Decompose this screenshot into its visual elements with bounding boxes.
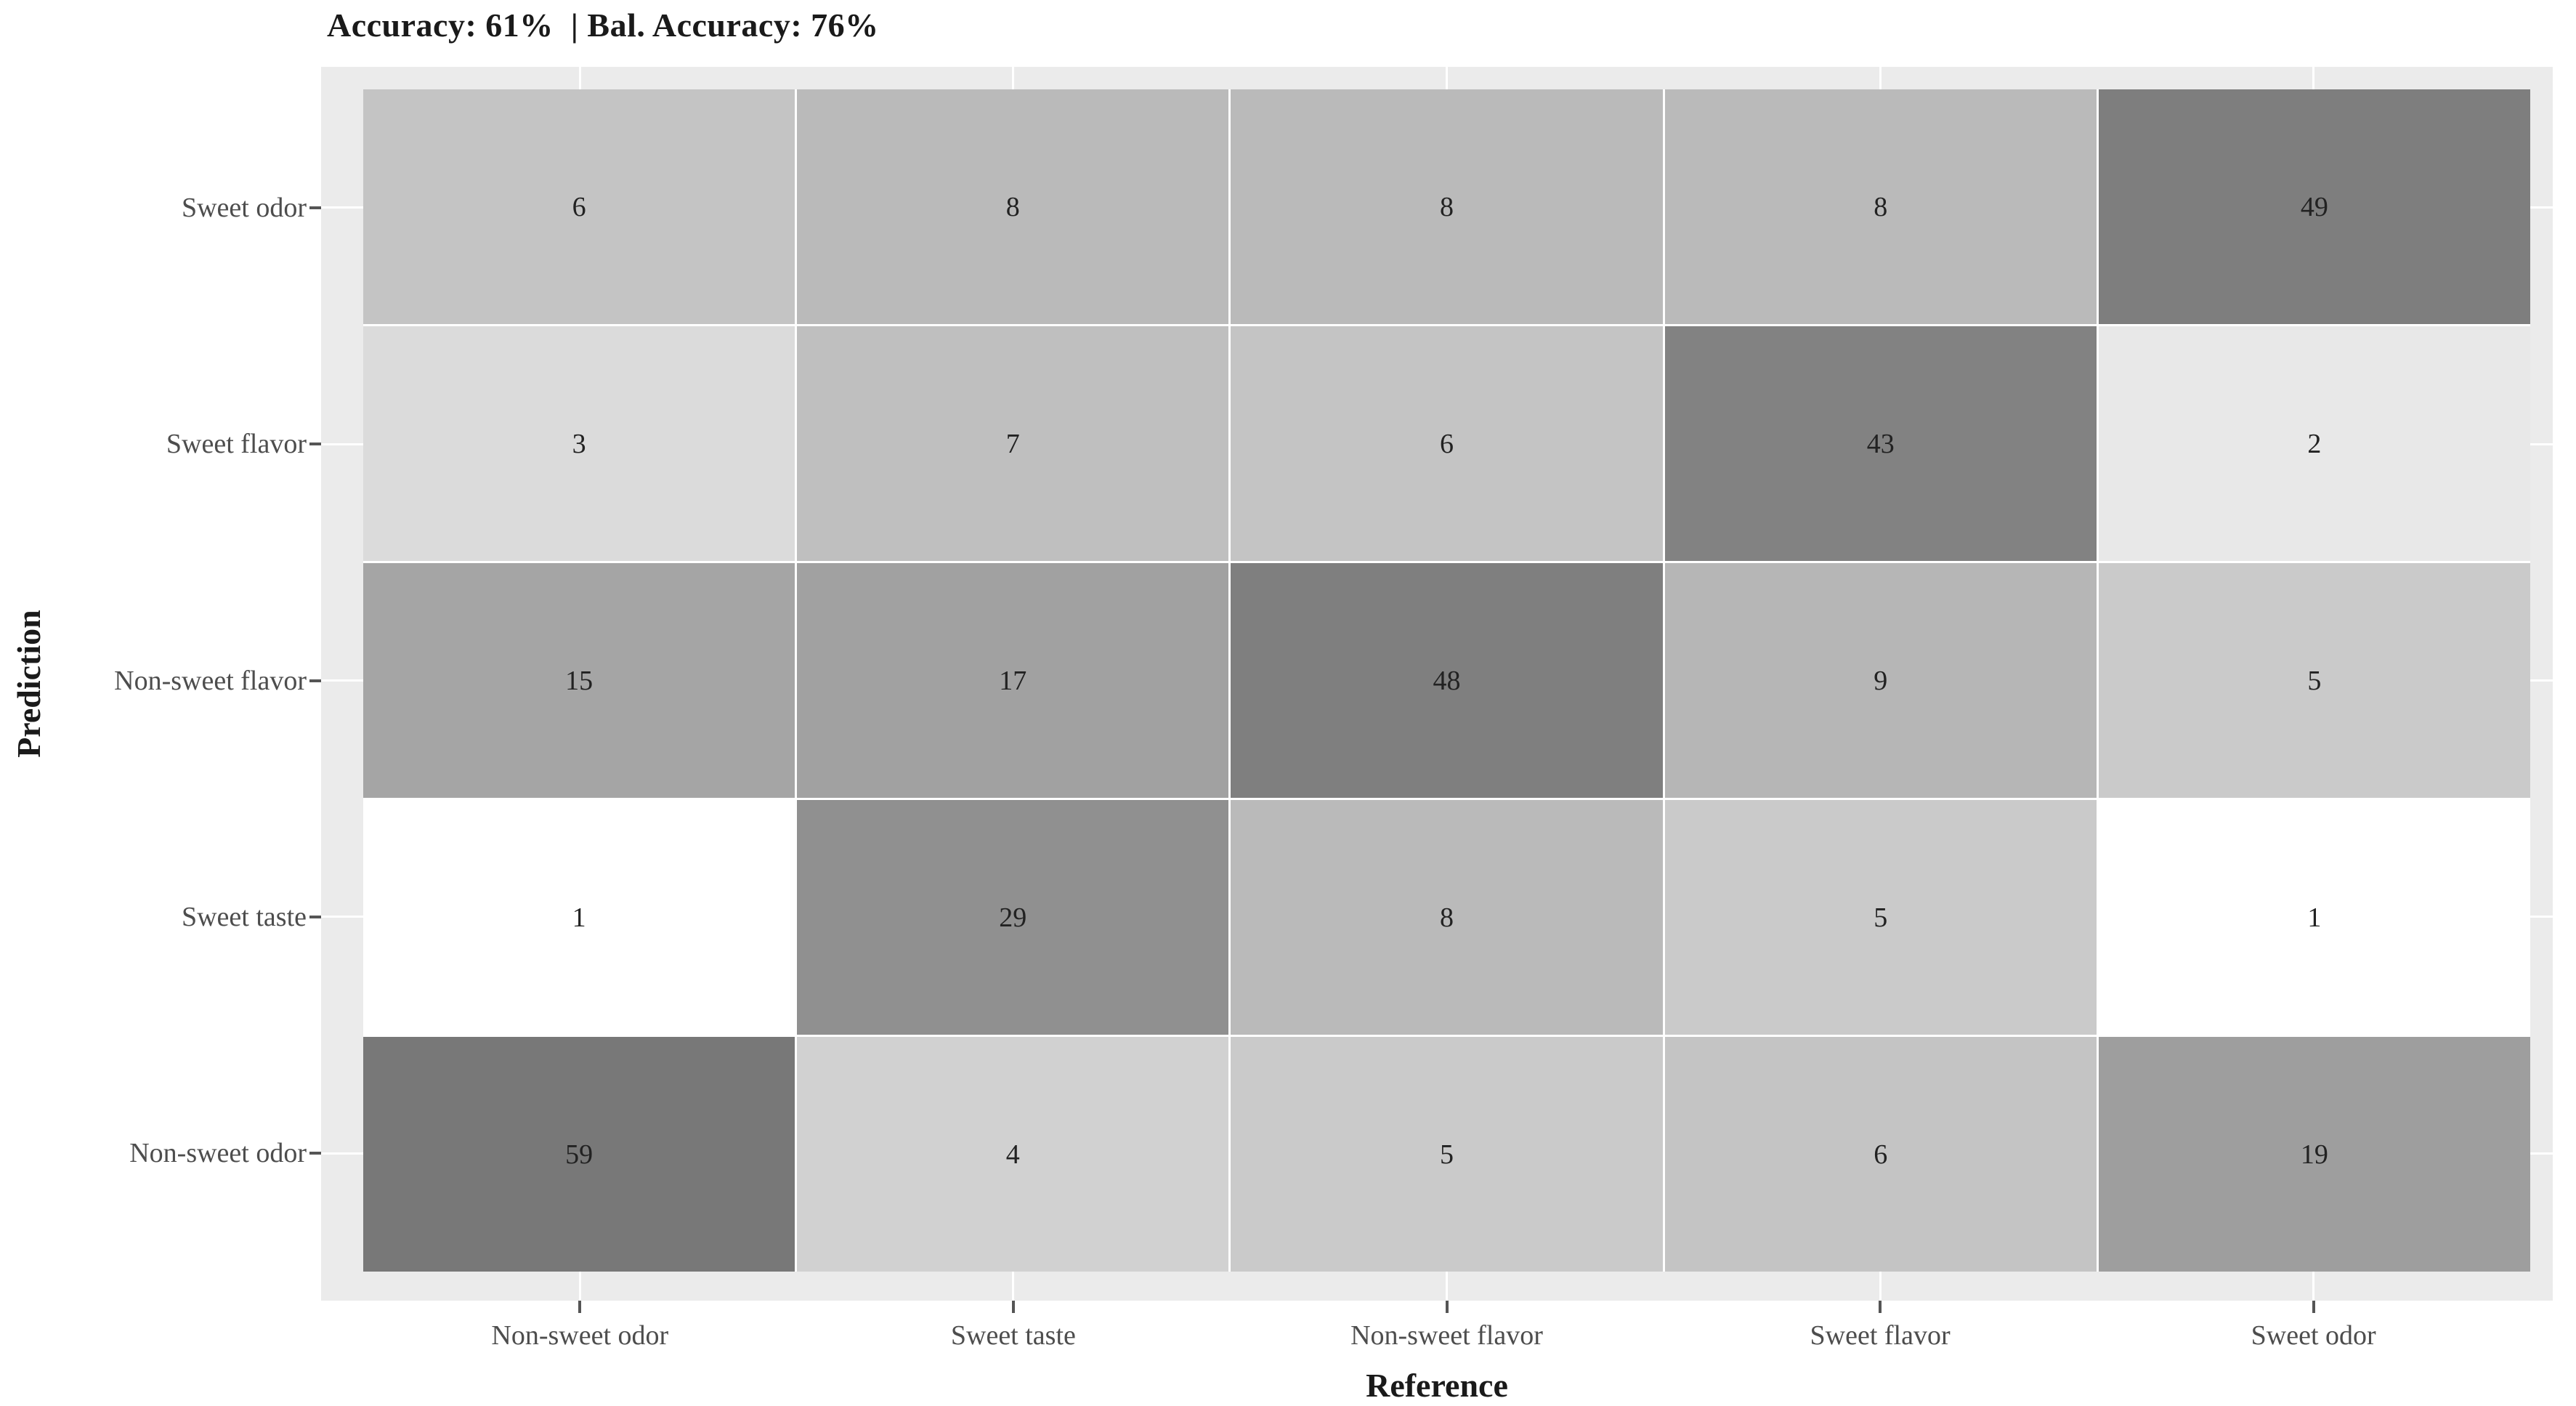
x-axis-tick-mark [1011, 1301, 1015, 1313]
heatmap-cell: 48 [1231, 563, 1663, 798]
y-tick-label: Non-sweet flavor [114, 665, 307, 696]
heatmap-cell: 7 [797, 326, 1229, 561]
heatmap-cell: 1 [2098, 800, 2530, 1035]
x-tick-label: Sweet flavor [1810, 1320, 1951, 1351]
y-axis-tick-mark [309, 206, 321, 209]
heatmap-cell: 6 [363, 89, 795, 324]
heatmap-cell: 2 [2098, 326, 2530, 561]
heatmap-cell: 8 [1664, 89, 2097, 324]
heatmap-cell: 19 [2098, 1037, 2530, 1272]
y-tick-label: Sweet odor [181, 192, 307, 223]
y-axis-tick-mark [309, 679, 321, 682]
x-axis-tick-mark [1879, 1301, 1882, 1313]
heatmap-cell: 5 [2098, 563, 2530, 798]
heatmap-cell: 8 [797, 89, 1229, 324]
heatmap-cell: 15 [363, 563, 795, 798]
heatmap-cell: 8 [1231, 800, 1663, 1035]
y-axis-tick-mark [309, 443, 321, 446]
y-axis-tick-mark [309, 915, 321, 918]
heatmap-cell: 43 [1664, 326, 2097, 561]
heatmap-cell: 49 [2098, 89, 2530, 324]
heatmap-cell: 5 [1664, 800, 2097, 1035]
x-tick-label: Sweet odor [2251, 1320, 2376, 1351]
y-axis-title: Prediction [10, 610, 47, 758]
heatmap-tile-grid: 6 8 8 8 49 3 7 6 43 2 15 17 48 9 5 1 29 8 5 1 59 4 5 6 19 [363, 89, 2530, 1272]
y-tick-label: Sweet flavor [166, 429, 307, 460]
heatmap-cell: 6 [1231, 326, 1663, 561]
x-axis-tick-mark [2312, 1301, 2315, 1313]
x-tick-label: Non-sweet flavor [1350, 1320, 1543, 1351]
heatmap-cell: 8 [1231, 89, 1663, 324]
y-tick-label: Non-sweet odor [129, 1138, 307, 1169]
heatmap-cell: 5 [1231, 1037, 1663, 1272]
heatmap-cell: 6 [1664, 1037, 2097, 1272]
plot-panel: 6 8 8 8 49 3 7 6 43 2 15 17 48 9 5 1 29 8 5 1 59 4 5 6 19 [321, 67, 2553, 1301]
x-axis-tick-mark [578, 1301, 582, 1313]
heatmap-cell: 29 [797, 800, 1229, 1035]
y-axis-tick-mark [309, 1152, 321, 1155]
y-tick-label: Sweet taste [181, 901, 307, 932]
heatmap-cell: 1 [363, 800, 795, 1035]
x-axis-tick-mark [1445, 1301, 1449, 1313]
x-tick-label: Non-sweet odor [491, 1320, 669, 1351]
x-axis-title: Reference [1366, 1367, 1508, 1404]
heatmap-cell: 59 [363, 1037, 795, 1272]
heatmap-cell: 3 [363, 326, 795, 561]
heatmap-cell: 4 [797, 1037, 1229, 1272]
heatmap-cell: 17 [797, 563, 1229, 798]
chart-title: Accuracy: 61% | Bal. Accuracy: 76% [327, 7, 879, 44]
x-tick-label: Sweet taste [950, 1320, 1076, 1351]
heatmap-cell: 9 [1664, 563, 2097, 798]
